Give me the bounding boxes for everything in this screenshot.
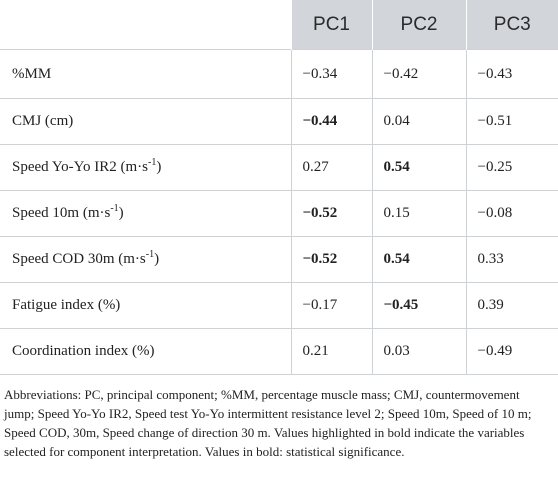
row-label-text: CMJ (cm) (12, 113, 74, 129)
row-label-text: Coordination index (%) (12, 343, 155, 359)
loading-value-pc3: −0.25 (466, 144, 558, 191)
loading-value-pc2: 0.15 (372, 190, 467, 237)
header-pc2: PC2 (372, 0, 467, 50)
table-row: CMJ (cm) −0.44 0.04 −0.51 (0, 98, 558, 145)
loading-value-pc3: 0.39 (466, 282, 558, 329)
header-blank-cell (0, 0, 292, 50)
loading-value-pc1: −0.17 (291, 282, 373, 329)
pca-loadings-table: PC1 PC2 PC3 %MM −0.34 −0.42 −0.43 CMJ (cm) −0… (0, 0, 558, 375)
table-body: %MM −0.34 −0.42 −0.43 CMJ (cm) −0.44 0.04 −0.51… (0, 49, 558, 375)
row-label: %MM (0, 49, 292, 99)
row-label-superscript: -1 (145, 249, 155, 260)
loading-value-pc1: −0.34 (291, 49, 373, 99)
row-label: Speed Yo-Yo IR2 (m·s-1) (0, 144, 292, 191)
table-row: %MM −0.34 −0.42 −0.43 (0, 49, 558, 99)
loading-value-pc3: −0.51 (466, 98, 558, 145)
row-label-text: %MM (12, 65, 52, 82)
row-label-suffix: ) (156, 159, 162, 175)
table-row: Speed Yo-Yo IR2 (m·s-1) 0.27 0.54 −0.25 (0, 144, 558, 191)
loading-value-pc3: −0.43 (466, 49, 558, 99)
table-row: Coordination index (%) 0.21 0.03 −0.49 (0, 328, 558, 375)
loading-value-pc1: −0.52 (291, 190, 373, 237)
row-label-text: Speed COD 30m (m·s (12, 251, 146, 267)
loading-value-pc2: 0.03 (372, 328, 467, 375)
row-label-suffix: ) (118, 205, 124, 221)
row-label: Speed COD 30m (m·s-1) (0, 236, 292, 283)
row-label-superscript: -1 (110, 203, 119, 214)
table-footnote: Abbreviations: PC, principal component; … (4, 387, 532, 459)
row-label: Fatigue index (%) (0, 282, 292, 329)
row-label: CMJ (cm) (0, 98, 292, 145)
row-label: Coordination index (%) (0, 328, 292, 375)
row-label-text: Speed 10m (m·s (12, 205, 111, 221)
loading-value-pc2: −0.42 (372, 49, 467, 99)
loading-value-pc2: 0.54 (372, 144, 467, 191)
table-row: Speed COD 30m (m·s-1) −0.52 0.54 0.33 (0, 236, 558, 283)
loading-value-pc2: 0.54 (372, 236, 467, 283)
loading-value-pc1: 0.27 (291, 144, 373, 191)
loading-value-pc3: 0.33 (466, 236, 558, 283)
header-pc1: PC1 (291, 0, 373, 50)
table-header-row: PC1 PC2 PC3 (0, 0, 558, 50)
row-label: Speed 10m (m·s-1) (0, 190, 292, 237)
row-label-suffix: ) (154, 251, 160, 267)
loading-value-pc2: 0.04 (372, 98, 467, 145)
header-pc3: PC3 (466, 0, 558, 50)
loading-value-pc1: 0.21 (291, 328, 373, 375)
table-row: Fatigue index (%) −0.17 −0.45 0.39 (0, 282, 558, 329)
row-label-superscript: -1 (148, 157, 157, 168)
loading-value-pc1: −0.52 (291, 236, 373, 283)
results-table-container: PC1 PC2 PC3 %MM −0.34 −0.42 −0.43 CMJ (cm) −0… (0, 0, 558, 375)
table-row: Speed 10m (m·s-1) −0.52 0.15 −0.08 (0, 190, 558, 237)
row-label-text: Fatigue index (%) (12, 297, 121, 313)
loading-value-pc2: −0.45 (372, 282, 467, 329)
loading-value-pc3: −0.49 (466, 328, 558, 375)
loading-value-pc3: −0.08 (466, 190, 558, 237)
loading-value-pc1: −0.44 (291, 98, 373, 145)
row-label-text: Speed Yo-Yo IR2 (m·s (12, 159, 149, 175)
